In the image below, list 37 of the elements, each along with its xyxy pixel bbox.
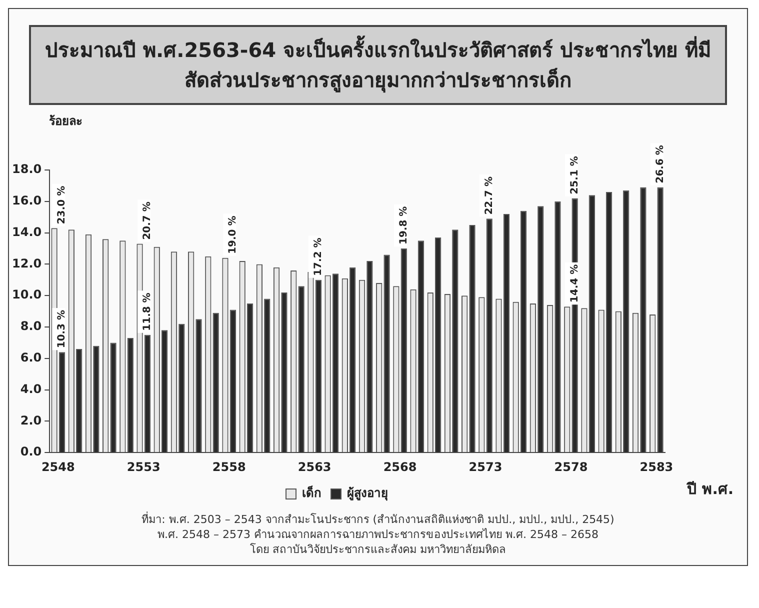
x-tick-label: 2548 [41,460,75,474]
y-axis-title: ร้อยละ [49,113,83,130]
chart-title: ประมาณปี พ.ศ.2563-64 จะเป็นครั้งแรกในประวัติศาสตร์ ประชากรไทย ที่มีสัดส่วนประชากรสูงอายุมากกว่าประชากรเด็ก [29,25,727,105]
y-tick-label: 4.0 [20,382,42,396]
annotation: 23.0 % [56,186,68,224]
annotation: 19.8 % [398,206,410,244]
x-axis-title: ปี พ.ศ. [686,480,734,498]
y-tick-label: 10.0 [12,288,42,302]
y-tick-label: 16.0 [12,194,42,208]
y-tick-label: 12.0 [12,256,42,270]
y-tick-label: 6.0 [20,350,42,365]
annotation: 22.7 % [484,176,496,215]
annotation: 25.1 % [570,156,581,194]
y-tick-label: 2.0 [20,413,42,428]
x-tick-label: 2568 [383,460,417,474]
annotation: 17.2 % [313,238,324,276]
annotation: 20.7 % [142,202,154,240]
annotation: 19.0 % [228,216,239,254]
x-tick-label: 2553 [126,460,160,474]
y-tick-label: 8.0 [20,319,42,334]
y-tick-label: 0.0 [20,444,42,459]
y-tick-label: 14.0 [12,224,42,239]
x-tick-label: 2563 [298,460,332,474]
x-tick-label: 2583 [640,460,674,474]
annotation: 26.6 % [655,145,666,184]
x-tick-label: 2558 [212,460,246,474]
y-tick-label: 18.0 [12,162,42,176]
legend-label: ผู้สูงอายุ [347,486,388,502]
legend-label: เด็ก [302,485,321,500]
text: พ.ศ. 2548 – 2573 คำนวณจากผลการฉายภาพประชากรของประเทศไทย พ.ศ. 2548 – 2658 [156,527,600,542]
annotation: 14.4 % [570,264,581,303]
x-tick-label: 2573 [468,460,502,474]
annotation: 10.3 % [56,310,68,348]
x-tick-label: 2578 [554,460,588,474]
text: ที่มา: พ.ศ. 2503 – 2543 จากสำมะโนประชากร (สำนักงานสถิติแห่งชาติ มปป., มปป., มปป., 2545) [140,512,616,527]
text: โดย สถาบันวิจัยประชากรและสังคม มหาวิทยาลัยมหิดล [249,542,507,557]
annotation: 11.8 % [142,292,154,331]
